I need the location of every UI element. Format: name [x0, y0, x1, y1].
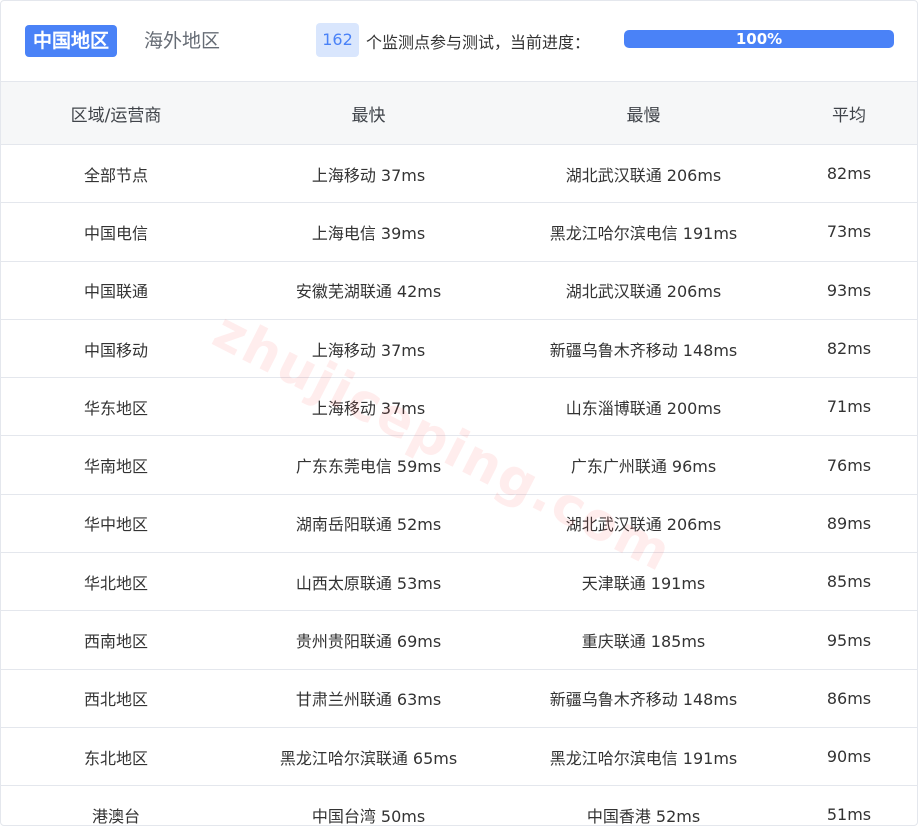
table-row: 华南地区 广东东莞电信 59ms 广东广州联通 96ms 76ms: [1, 435, 917, 495]
average-cell: 82ms: [781, 144, 917, 204]
region-cell: 华北地区: [1, 552, 231, 612]
fastest-cell: 贵州贵阳联通 69ms: [231, 610, 506, 670]
tab-china[interactable]: 中国地区: [25, 25, 118, 57]
table-row: 全部节点 上海移动 37ms 湖北武汉联通 206ms 82ms: [1, 144, 917, 204]
slowest-cell: 湖北武汉联通 206ms: [506, 494, 781, 554]
fastest-cell: 上海移动 37ms: [231, 319, 506, 379]
average-cell: 90ms: [781, 727, 917, 787]
average-cell: 82ms: [781, 319, 917, 379]
fastest-cell: 黑龙江哈尔滨联通 65ms: [231, 727, 506, 787]
fastest-cell: 广东东莞电信 59ms: [231, 435, 506, 495]
region-cell: 华东地区: [1, 377, 231, 437]
region-cell: 东北地区: [1, 727, 231, 787]
node-count-badge: 162: [316, 23, 359, 57]
table-row: 中国电信 上海电信 39ms 黑龙江哈尔滨电信 191ms 73ms: [1, 202, 917, 262]
fastest-cell: 上海移动 37ms: [231, 144, 506, 204]
region-cell: 中国联通: [1, 261, 231, 320]
region-cell: 全部节点: [1, 144, 231, 204]
table-row: 港澳台 中国台湾 50ms 中国香港 52ms 51ms: [1, 785, 917, 825]
slowest-cell: 黑龙江哈尔滨电信 191ms: [506, 202, 781, 262]
slowest-cell: 山东淄博联通 200ms: [506, 377, 781, 437]
slowest-cell: 新疆乌鲁木齐移动 148ms: [506, 319, 781, 379]
fastest-cell: 山西太原联通 53ms: [231, 552, 506, 612]
fastest-cell: 安徽芜湖联通 42ms: [231, 261, 506, 320]
tab-overseas[interactable]: 海外地区: [144, 30, 221, 52]
column-header: 最慢: [506, 82, 781, 145]
average-cell: 51ms: [781, 785, 917, 825]
table-row: 西北地区 甘肃兰州联通 63ms 新疆乌鲁木齐移动 148ms 86ms: [1, 669, 917, 728]
slowest-cell: 黑龙江哈尔滨电信 191ms: [506, 727, 781, 787]
table-row: 中国联通 安徽芜湖联通 42ms 湖北武汉联通 206ms 93ms: [1, 261, 917, 320]
fastest-cell: 湖南岳阳联通 52ms: [231, 494, 506, 554]
fastest-cell: 甘肃兰州联通 63ms: [231, 669, 506, 728]
slowest-cell: 广东广州联通 96ms: [506, 435, 781, 495]
slowest-cell: 湖北武汉联通 206ms: [506, 144, 781, 204]
fastest-cell: 上海电信 39ms: [231, 202, 506, 262]
column-header: 区域/运营商: [1, 82, 231, 145]
table-row: 西南地区 贵州贵阳联通 69ms 重庆联通 185ms 95ms: [1, 610, 917, 670]
table-row: 华中地区 湖南岳阳联通 52ms 湖北武汉联通 206ms 89ms: [1, 494, 917, 554]
region-cell: 中国移动: [1, 319, 231, 379]
region-cell: 西北地区: [1, 669, 231, 728]
slowest-cell: 新疆乌鲁木齐移动 148ms: [506, 669, 781, 728]
region-cell: 华南地区: [1, 435, 231, 495]
average-cell: 86ms: [781, 669, 917, 728]
table-row: 东北地区 黑龙江哈尔滨联通 65ms 黑龙江哈尔滨电信 191ms 90ms: [1, 727, 917, 787]
slowest-cell: 中国香港 52ms: [506, 785, 781, 825]
results-table: 区域/运营商 最快 最慢 平均 全部节点 上海移动 37ms 湖北武汉联通 206ms 82…: [1, 82, 917, 825]
average-cell: 89ms: [781, 494, 917, 554]
average-cell: 76ms: [781, 435, 917, 495]
column-header: 最快: [231, 82, 506, 145]
slowest-cell: 湖北武汉联通 206ms: [506, 261, 781, 320]
toolbar: 中国地区 海外地区 162 个监测点参与测试，当前进度： 100%: [1, 1, 917, 82]
slowest-cell: 天津联通 191ms: [506, 552, 781, 612]
region-cell: 中国电信: [1, 202, 231, 262]
average-cell: 95ms: [781, 610, 917, 670]
table-row: 中国移动 上海移动 37ms 新疆乌鲁木齐移动 148ms 82ms: [1, 319, 917, 379]
region-cell: 港澳台: [1, 785, 231, 825]
average-cell: 73ms: [781, 202, 917, 262]
average-cell: 85ms: [781, 552, 917, 612]
region-cell: 西南地区: [1, 610, 231, 670]
table-row: 华东地区 上海移动 37ms 山东淄博联通 200ms 71ms: [1, 377, 917, 437]
slowest-cell: 重庆联通 185ms: [506, 610, 781, 670]
fastest-cell: 上海移动 37ms: [231, 377, 506, 437]
progress-text: 个监测点参与测试，当前进度：: [366, 33, 591, 52]
column-header: 平均: [781, 82, 917, 145]
region-cell: 华中地区: [1, 494, 231, 554]
progress-bar: 100%: [624, 30, 894, 48]
table-header: 区域/运营商 最快 最慢 平均: [1, 82, 917, 145]
average-cell: 71ms: [781, 377, 917, 437]
fastest-cell: 中国台湾 50ms: [231, 785, 506, 825]
table-row: 华北地区 山西太原联通 53ms 天津联通 191ms 85ms: [1, 552, 917, 612]
average-cell: 93ms: [781, 261, 917, 320]
